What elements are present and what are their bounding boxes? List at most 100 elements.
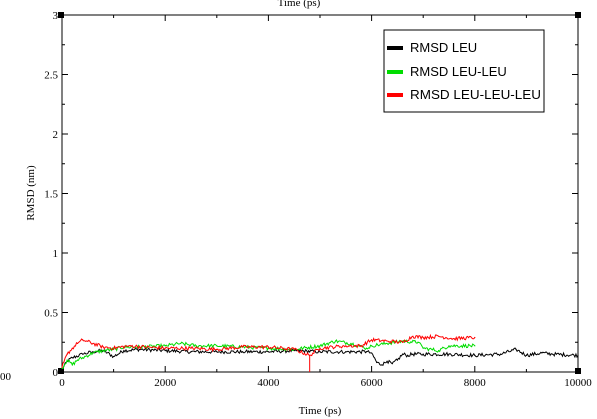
data-point-rmsd-leu-leu <box>438 349 440 352</box>
y-tick-label: 2 <box>53 129 59 141</box>
corner-marker-top-left <box>58 12 64 18</box>
data-point-rmsd-leu-leu <box>334 340 337 342</box>
data-point-rmsd-leu-leu-leu <box>92 342 94 345</box>
y-tick-label: 0.5 <box>44 308 58 320</box>
chart-title-fragment: Time (ps) <box>278 0 321 9</box>
data-point-rmsd-leu-leu <box>417 341 419 343</box>
data-point-rmsd-leu-leu-leu <box>113 347 115 349</box>
x-tick-label: 8000 <box>464 377 487 389</box>
data-point-rmsd-leu <box>386 360 388 362</box>
data-point-rmsd-leu-leu <box>71 364 73 366</box>
data-point-rmsd-leu-leu <box>82 357 84 359</box>
data-point-rmsd-leu <box>396 359 398 361</box>
data-point-rmsd-leu-leu-leu <box>422 336 424 339</box>
data-point-rmsd-leu-leu <box>195 345 197 347</box>
data-point-rmsd-leu-leu <box>92 352 94 354</box>
data-point-rmsd-leu-leu-leu <box>216 348 218 350</box>
data-point-rmsd-leu <box>71 357 73 359</box>
data-point-rmsd-leu-leu <box>66 359 68 361</box>
data-point-rmsd-leu-leu-leu <box>143 346 146 348</box>
y-axis-label: RMSD (nm) <box>25 165 37 221</box>
data-point-rmsd-leu <box>422 353 424 355</box>
data-point-rmsd-leu <box>123 349 125 352</box>
data-point-rmsd-leu-leu <box>371 345 373 347</box>
data-point-rmsd-leu <box>407 354 409 356</box>
data-point-rmsd-leu-leu-leu <box>345 345 347 347</box>
data-point-rmsd-leu-leu-leu <box>438 335 440 337</box>
legend-label-rmsd-leu-leu: RMSD LEU-LEU <box>410 64 507 79</box>
data-point-rmsd-leu-leu <box>216 345 218 347</box>
data-point-rmsd-leu <box>474 354 476 356</box>
data-point-rmsd-leu-leu-leu <box>71 347 73 349</box>
data-point-rmsd-leu-leu <box>448 345 450 347</box>
y-tick-label: 2.5 <box>44 70 58 82</box>
data-point-rmsd-leu <box>551 353 553 355</box>
data-point-rmsd-leu-leu <box>164 345 166 347</box>
data-point-rmsd-leu-leu-leu <box>128 345 130 347</box>
data-point-rmsd-leu-leu-leu <box>412 335 414 337</box>
data-point-rmsd-leu-leu <box>102 349 104 352</box>
y-tick-label: 0 <box>53 367 59 379</box>
axes-layer: 2000 4000 6000 8000 10000 00 0.5 1 1.5 2 2.5 3 <box>44 10 592 389</box>
data-point-rmsd-leu-leu <box>180 342 182 345</box>
x-tick-label: 10000 <box>564 377 592 389</box>
x-tick-label: 2000 <box>154 377 177 389</box>
data-point-rmsd-leu <box>525 354 528 356</box>
data-point-rmsd-leu-leu <box>319 345 321 347</box>
data-point-rmsd-leu <box>577 354 579 356</box>
data-point-rmsd-leu-leu-leu <box>102 346 104 348</box>
data-point-rmsd-leu <box>391 363 393 365</box>
legend-label-rmsd-leu-leu-leu: RMSD LEU-LEU-LEU <box>410 87 541 102</box>
data-point-rmsd-leu <box>82 353 84 355</box>
data-point-rmsd-leu-leu <box>61 367 63 370</box>
series-layer <box>61 333 579 372</box>
data-point-rmsd-leu <box>319 351 321 353</box>
data-point-rmsd-leu <box>365 351 368 353</box>
data-point-rmsd-leu-leu-leu <box>453 338 455 340</box>
data-point-rmsd-leu-leu-leu <box>66 353 68 355</box>
data-point-rmsd-leu-leu-leu <box>82 339 84 341</box>
data-point-rmsd-leu-leu <box>350 342 352 345</box>
data-point-rmsd-leu-leu-leu <box>371 339 373 341</box>
data-point-rmsd-leu-leu-leu <box>360 345 362 347</box>
data-point-rmsd-leu-leu <box>76 359 79 361</box>
data-point-rmsd-leu-leu-leu <box>319 347 321 349</box>
data-point-rmsd-leu-leu-leu <box>190 347 192 349</box>
y-tick-label: 3 <box>53 10 59 22</box>
data-point-rmsd-leu <box>61 369 63 371</box>
data-point-rmsd-leu <box>216 351 218 353</box>
data-point-rmsd-leu <box>376 361 378 364</box>
data-point-rmsd-leu-leu-leu <box>386 340 388 342</box>
x-tick-label: 6000 <box>361 377 384 389</box>
data-point-rmsd-leu <box>401 353 404 355</box>
data-point-rmsd-leu <box>164 349 166 352</box>
data-point-rmsd-leu-leu-leu <box>401 341 404 343</box>
data-point-rmsd-leu <box>138 348 140 350</box>
corner-marker-bottom-left <box>58 368 64 374</box>
data-point-rmsd-leu-leu-leu <box>267 346 269 348</box>
x-tick-label: 0 <box>59 377 65 389</box>
legend: RMSD LEU RMSD LEU-LEU RMSD LEU-LEU-LEU <box>383 29 545 113</box>
data-point-rmsd-leu-leu-leu <box>61 366 63 368</box>
data-point-rmsd-leu <box>345 351 347 353</box>
data-point-rmsd-leu <box>371 352 373 354</box>
data-point-rmsd-leu <box>113 355 115 358</box>
data-point-rmsd-leu <box>190 351 192 353</box>
data-point-rmsd-leu <box>448 353 450 355</box>
legend-label-rmsd-leu: RMSD LEU <box>410 40 477 55</box>
data-point-rmsd-leu <box>242 351 244 353</box>
data-point-rmsd-leu <box>500 353 502 355</box>
y-tick-label: 1 <box>53 248 59 260</box>
data-point-rmsd-leu <box>381 364 383 366</box>
data-point-rmsd-leu-leu <box>386 342 388 345</box>
data-point-rmsd-leu-leu-leu <box>164 347 166 349</box>
data-point-rmsd-leu-leu-leu <box>242 346 244 348</box>
data-point-rmsd-leu <box>412 353 414 355</box>
left-edge-label: 00 <box>0 371 12 383</box>
data-point-rmsd-leu <box>515 348 517 350</box>
x-tick-label: 4000 <box>257 377 280 389</box>
data-point-rmsd-leu-leu <box>365 347 368 349</box>
legend-swatch-rmsd-leu-leu-leu <box>387 93 403 97</box>
y-tick-label: 1.5 <box>44 189 58 201</box>
